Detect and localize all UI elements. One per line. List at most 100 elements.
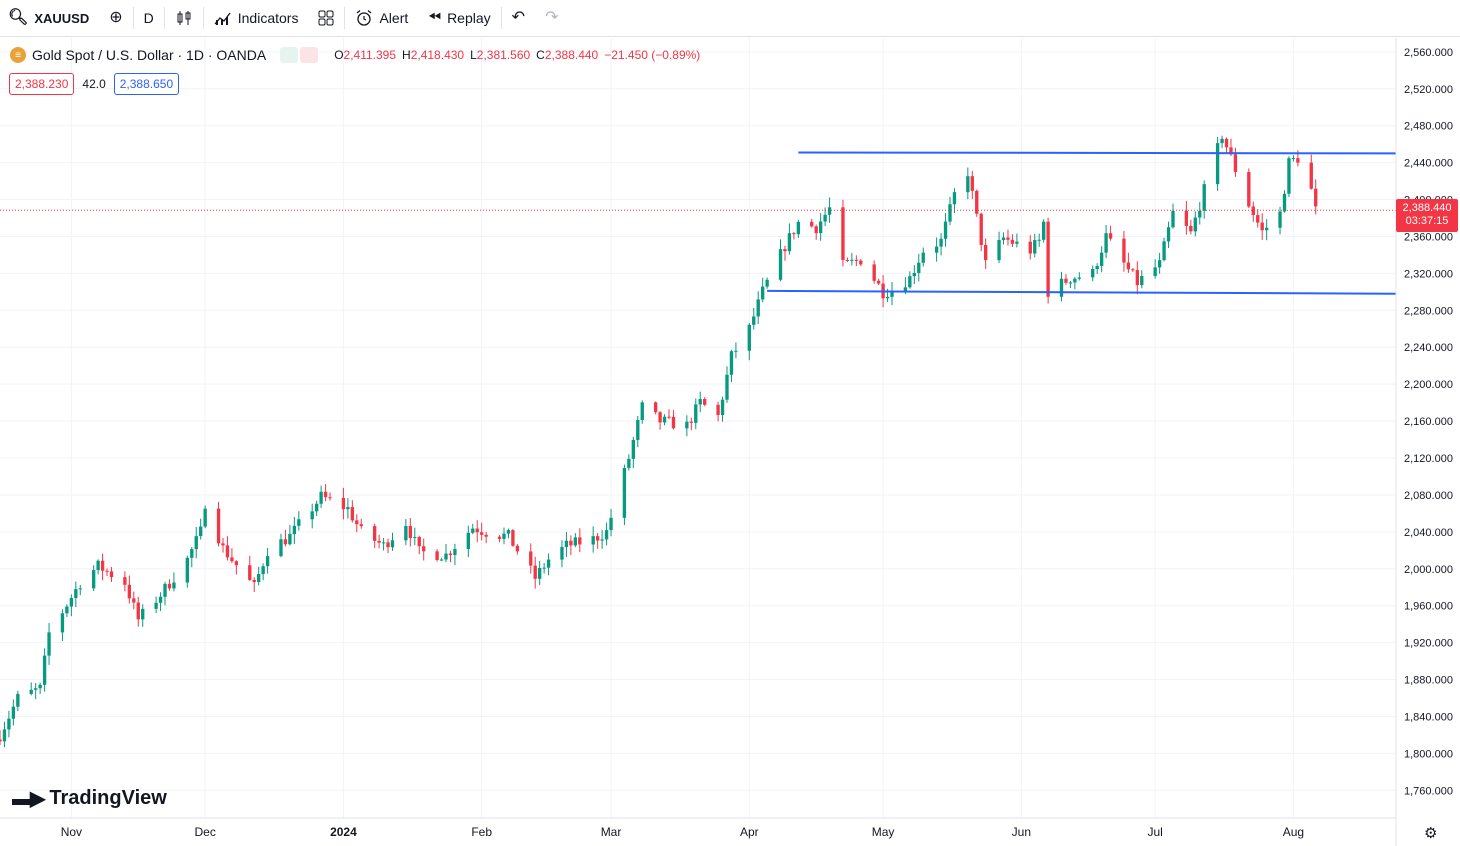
alert-button[interactable]: Alert: [345, 0, 418, 37]
indicators-button[interactable]: Indicators: [204, 0, 309, 37]
candle: [1260, 213, 1264, 240]
candle-body: [1135, 270, 1139, 286]
candle-body: [1260, 222, 1264, 231]
price-chart[interactable]: 2,560.0002,520.0002,480.0002,440.0002,40…: [0, 38, 1460, 846]
candle: [444, 543, 448, 563]
candle: [221, 537, 225, 553]
candle-body: [747, 324, 751, 351]
toolbar-divider: [202, 7, 204, 29]
candle: [952, 188, 957, 214]
symbol-search-button[interactable]: 🔍︎ XAUUSD: [0, 0, 99, 37]
candle: [1046, 217, 1050, 304]
candle-body: [760, 286, 765, 300]
candle: [1282, 190, 1287, 213]
candle: [16, 690, 20, 712]
candle-body: [265, 556, 270, 567]
candle-body: [725, 374, 729, 400]
candle-body: [975, 190, 979, 214]
candle: [328, 492, 332, 501]
search-icon: 🔍︎: [8, 9, 29, 26]
candle-body: [413, 536, 417, 538]
candle-body: [234, 561, 239, 566]
candle-body: [622, 467, 627, 518]
price-tick-label: 2,000.000: [1404, 564, 1453, 576]
candle: [1224, 137, 1229, 154]
candle-body: [979, 213, 983, 246]
candle-body: [1126, 262, 1131, 270]
candle: [729, 349, 734, 383]
price-tick-label: 2,040.000: [1404, 527, 1453, 539]
candle: [484, 531, 488, 544]
support-trendline: [767, 289, 1397, 295]
candle-body: [404, 526, 408, 541]
candle-body: [604, 530, 609, 540]
candle: [1091, 265, 1095, 282]
redo-button[interactable]: ↷: [535, 0, 568, 37]
candle-body: [1264, 227, 1269, 231]
replay-button[interactable]: ⏪︎ Replay: [418, 0, 500, 37]
candle-body: [1122, 238, 1126, 263]
candle: [422, 538, 426, 561]
candle: [1251, 201, 1255, 222]
candle-body: [631, 439, 636, 459]
candle: [1135, 261, 1139, 295]
chart-legend: ≡ Gold Spot / U.S. Dollar · 1D · OANDA O…: [10, 47, 700, 63]
candle-body: [11, 706, 16, 719]
candle-body: [1256, 215, 1260, 223]
candle: [11, 699, 16, 726]
candle: [74, 581, 78, 608]
undo-button[interactable]: ↶: [502, 0, 535, 37]
candle: [966, 167, 970, 200]
candle: [7, 710, 11, 738]
layouts-button[interactable]: [308, 0, 344, 37]
candle: [529, 543, 533, 574]
candle-body: [595, 536, 600, 541]
candle-body: [1162, 241, 1166, 261]
layout-grid-icon: [318, 10, 334, 26]
candle-body: [1193, 217, 1197, 232]
market-status[interactable]: [280, 47, 319, 63]
candle-body: [787, 233, 792, 252]
last-price-label: 2,388.440 03:37:15: [1396, 199, 1458, 232]
undo-icon: ↶: [511, 9, 526, 26]
candle-body: [845, 260, 850, 262]
candle: [814, 224, 818, 240]
compare-button[interactable]: ⊕: [99, 0, 132, 37]
candle-body: [381, 542, 386, 544]
candle-body: [943, 221, 948, 239]
tradingview-logo[interactable]: ▬▶︎ TradingView: [12, 786, 167, 811]
candle: [1184, 200, 1189, 235]
candle-body: [422, 546, 426, 552]
legend-title[interactable]: Gold Spot / U.S. Dollar · 1D · OANDA: [32, 47, 267, 63]
bar-countdown: 03:37:15: [1405, 215, 1449, 227]
candle-body: [662, 416, 667, 423]
candle: [778, 239, 783, 282]
candle-body: [689, 421, 693, 423]
candle-body: [827, 207, 832, 215]
candle-body: [952, 192, 957, 205]
chart-area[interactable]: 2,560.0002,520.0002,480.0002,440.0002,40…: [0, 38, 1460, 846]
candle: [1001, 232, 1006, 245]
chart-settings-icon[interactable]: ⚙︎: [1424, 825, 1438, 842]
candle: [854, 255, 859, 267]
candle-body: [720, 399, 725, 415]
candle: [2, 721, 7, 748]
candle-body: [288, 534, 292, 545]
sell-button[interactable]: 2,388.230: [9, 73, 75, 95]
candle-body: [42, 655, 47, 685]
candle: [1189, 219, 1193, 235]
candle: [265, 548, 270, 574]
candle: [319, 485, 323, 508]
candle-body: [216, 508, 221, 544]
candle: [279, 533, 283, 558]
chart-type-button[interactable]: [165, 0, 203, 37]
candle: [60, 609, 65, 642]
candle-body: [1068, 282, 1073, 284]
interval-button[interactable]: D: [134, 0, 164, 37]
trendlines[interactable]: [767, 151, 1397, 295]
candle-body: [310, 511, 314, 520]
replay-label: Replay: [447, 10, 491, 26]
buy-button[interactable]: 2,388.650: [113, 73, 180, 95]
gold-symbol-icon: ≡: [10, 47, 26, 63]
candle: [1166, 221, 1171, 248]
